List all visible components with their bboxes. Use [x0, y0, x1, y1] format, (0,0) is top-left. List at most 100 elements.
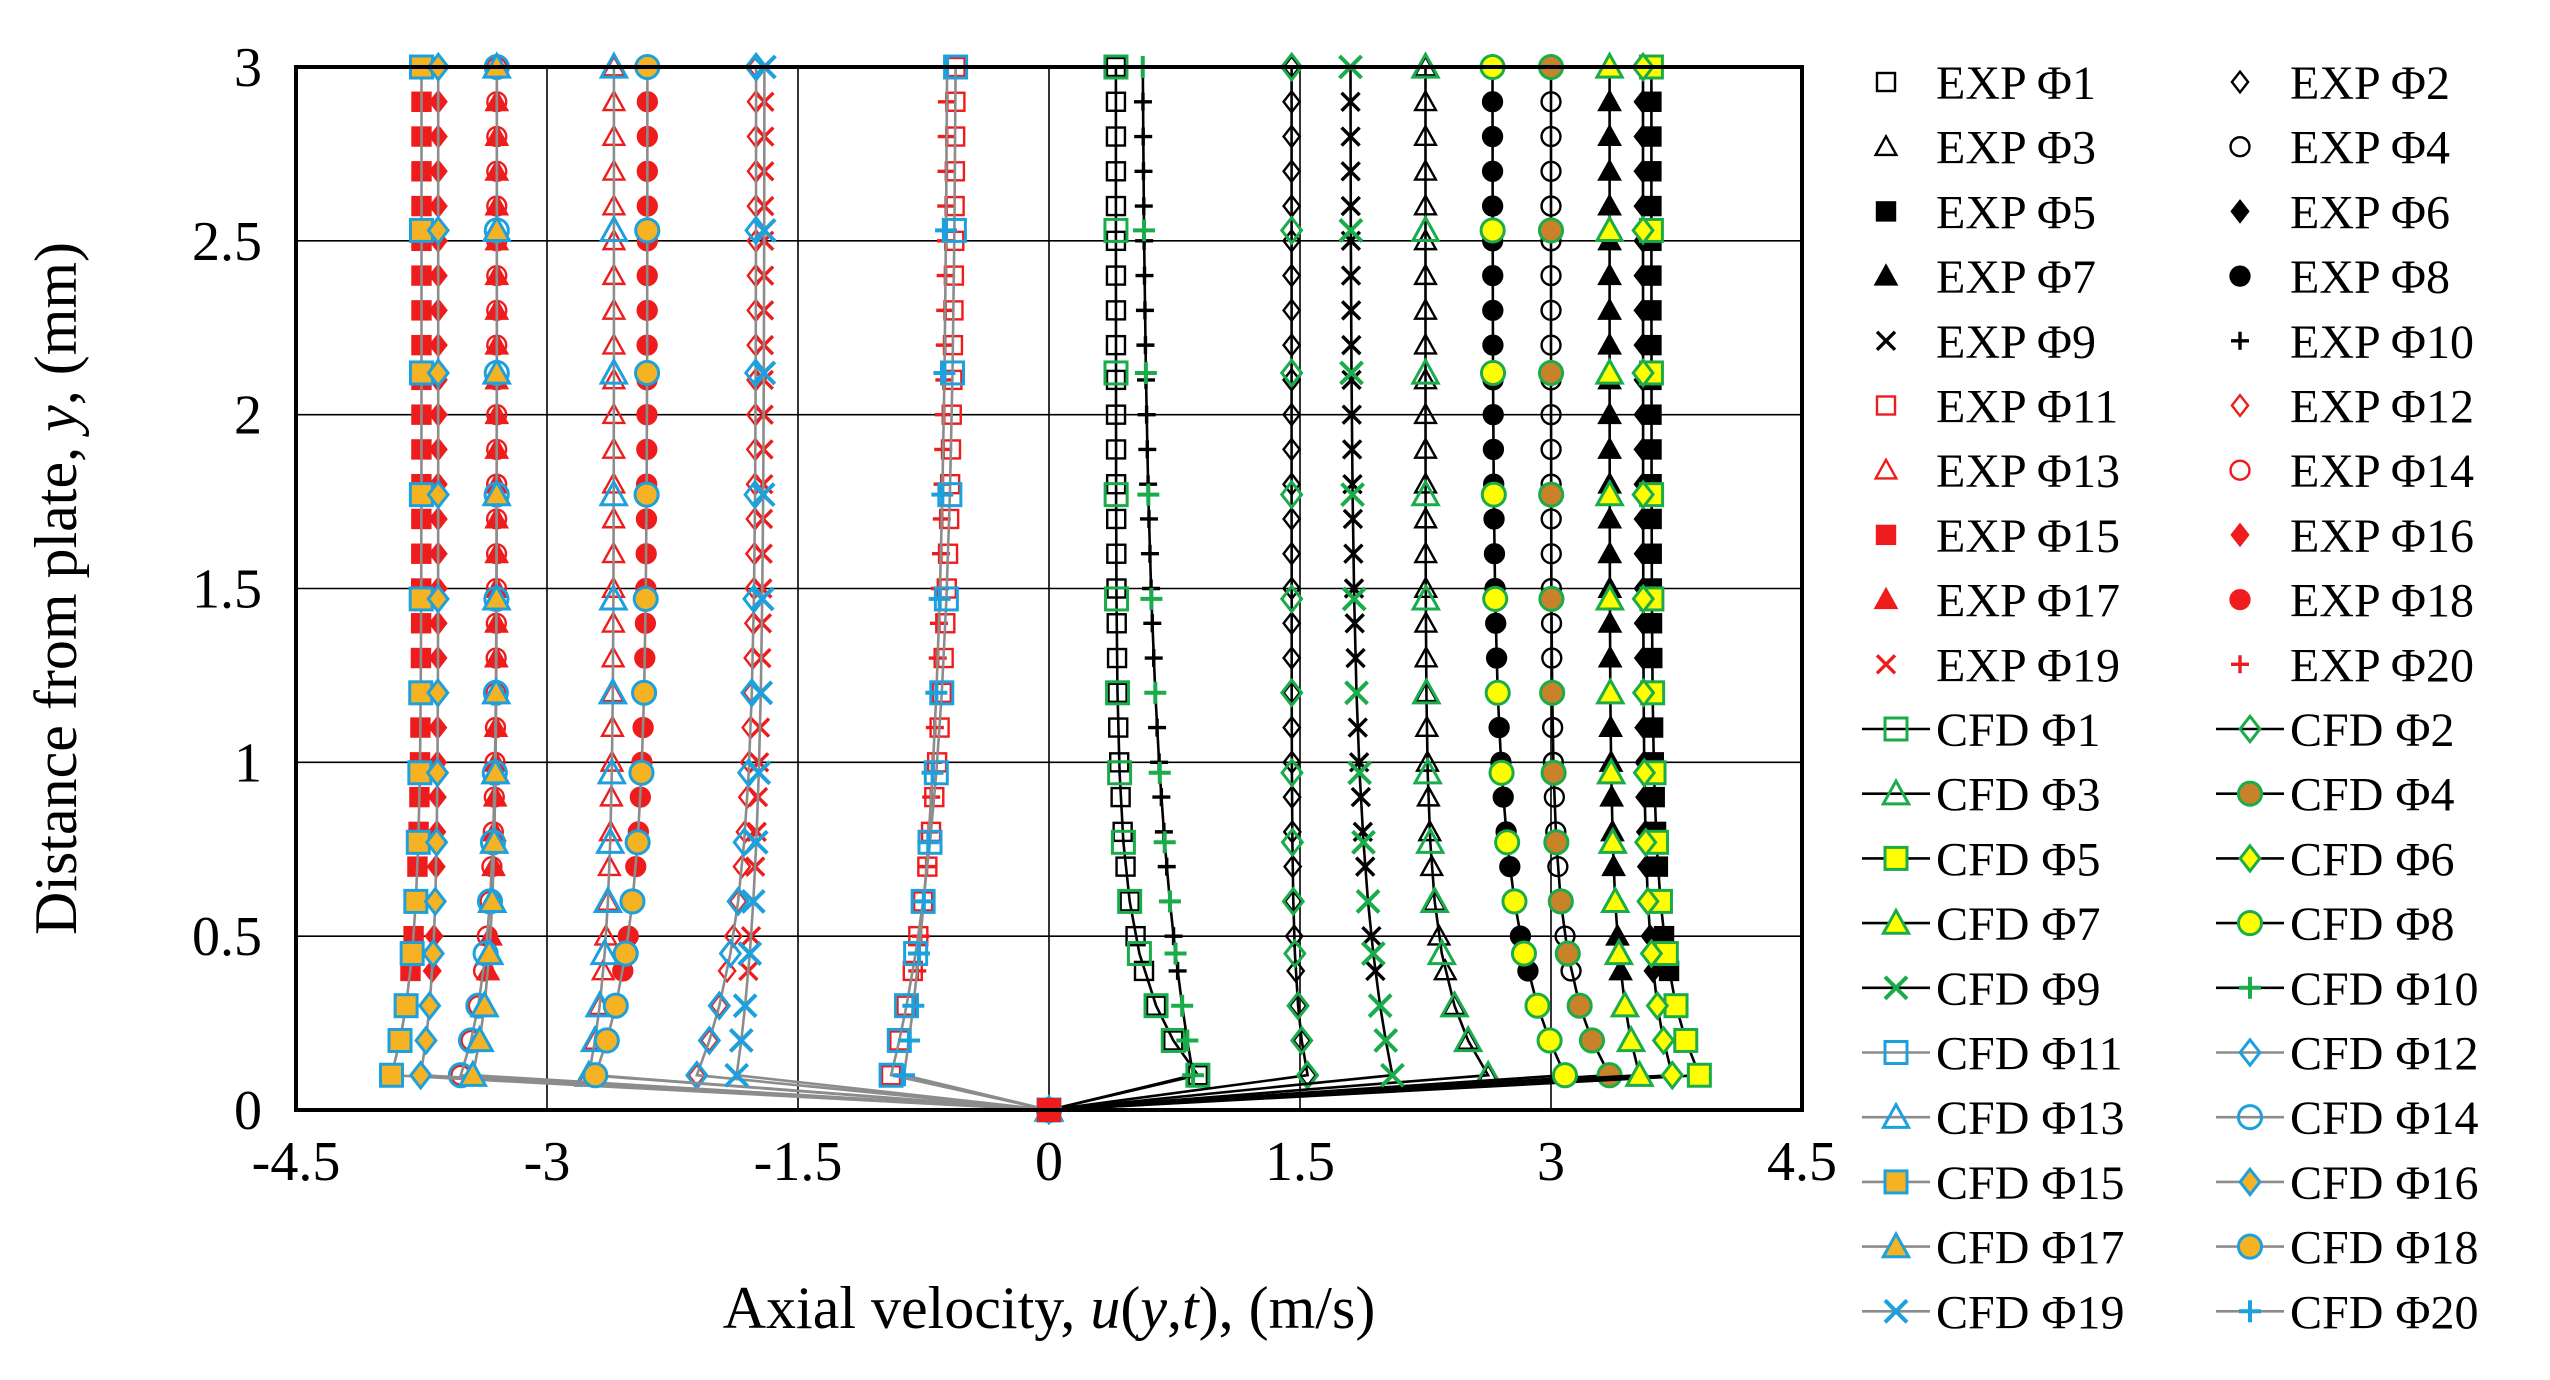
legend-entry: EXP Φ16 [2230, 510, 2474, 563]
data-point [1539, 679, 1566, 706]
data-point [1596, 757, 1627, 785]
data-point [1148, 761, 1171, 784]
legend-marker [1873, 586, 1899, 610]
data-point [417, 990, 442, 1021]
data-point [1538, 585, 1565, 612]
legend-marker [1875, 654, 1897, 675]
legend-marker [1873, 263, 1899, 286]
data-point [1286, 990, 1310, 1021]
legend-label: CFD Φ13 [1936, 1092, 2124, 1145]
legend-marker [1880, 1230, 1912, 1259]
y-tick-label: 2 [234, 385, 262, 447]
data-point [737, 941, 763, 966]
data-point [1153, 831, 1176, 854]
data-point [751, 217, 777, 243]
series-cfd-phi9 [1036, 54, 1405, 1123]
data-point [598, 583, 629, 611]
data-point [1340, 482, 1365, 508]
legend-label: CFD Φ14 [2290, 1092, 2478, 1145]
x-tick-label: 0 [1035, 1131, 1063, 1193]
data-point [1347, 760, 1373, 786]
y-tick-label: 0 [234, 1080, 262, 1142]
data-point [1603, 937, 1635, 966]
legend-marker [2230, 393, 2250, 418]
data-point [1145, 995, 1167, 1016]
legend-label: EXP Φ13 [1936, 445, 2120, 498]
data-point [628, 759, 655, 786]
data-point [1144, 681, 1167, 704]
data-point [481, 214, 512, 243]
data-point [1510, 940, 1538, 967]
legend-entry: CFD Φ15 [1862, 1157, 2124, 1210]
data-point [1484, 679, 1511, 706]
legend-entry: EXP Φ13 [1873, 445, 2120, 498]
data-point [740, 888, 766, 914]
data-point [1105, 680, 1131, 706]
data-point [1279, 677, 1304, 708]
data-point [593, 1027, 620, 1054]
legend-marker [2231, 655, 2249, 674]
data-point [477, 885, 508, 914]
legend-entry: EXP Φ18 [2229, 575, 2474, 628]
data-point [480, 757, 511, 785]
data-point [750, 482, 776, 508]
legend-entry: CFD Φ14 [2216, 1092, 2478, 1145]
data-point [480, 677, 512, 705]
legend-entry: EXP Φ10 [2231, 316, 2474, 369]
legend-label: CFD Φ2 [2290, 704, 2454, 757]
series-exp-phi13 [576, 54, 627, 1085]
data-point [751, 360, 777, 386]
data-point [1373, 1028, 1399, 1053]
data-point [1660, 1060, 1685, 1091]
data-point [1289, 1025, 1314, 1056]
data-point [393, 993, 419, 1019]
data-point [1686, 1062, 1712, 1088]
legend-entry: CFD Φ4 [2216, 769, 2454, 822]
data-point [921, 761, 944, 784]
data-point [1410, 214, 1441, 243]
data-point [1597, 826, 1628, 854]
legend-label: EXP Φ10 [2290, 316, 2474, 369]
legend-label: EXP Φ14 [2290, 445, 2474, 498]
legend-entry: CFD Φ3 [1862, 769, 2100, 822]
legend-label: EXP Φ18 [2290, 575, 2474, 628]
data-point [1410, 478, 1441, 507]
data-point [387, 1027, 413, 1053]
legend-label: CFD Φ20 [2290, 1286, 2478, 1339]
data-point [1279, 357, 1304, 389]
legend-label: CFD Φ4 [2290, 769, 2454, 822]
legend-entry: CFD Φ20 [2216, 1286, 2478, 1339]
data-point [597, 677, 629, 705]
legend-label: EXP Φ15 [1936, 510, 2120, 563]
legend-marker [2236, 1233, 2264, 1260]
legend-label: CFD Φ8 [2290, 898, 2454, 951]
data-point [732, 854, 752, 879]
legend-entry: EXP Φ9 [1875, 316, 2096, 369]
series-cfd-phi12 [685, 51, 1061, 1126]
data-point [425, 757, 450, 788]
legend-label: CFD Φ18 [2290, 1222, 2478, 1275]
data-point [631, 679, 658, 706]
data-point [1419, 885, 1450, 914]
data-point [1103, 217, 1129, 243]
data-point [748, 680, 774, 706]
x-tick-label: 3 [1537, 1131, 1565, 1193]
series-line [735, 66, 1050, 1112]
data-point [1482, 585, 1509, 612]
data-point [1410, 583, 1442, 611]
legend-label: EXP Φ16 [2290, 510, 2474, 563]
legend-label: CFD Φ15 [1936, 1157, 2124, 1210]
legend-marker [2229, 459, 2251, 481]
data-point [1594, 357, 1625, 385]
data-point [633, 481, 660, 508]
legend-label: EXP Φ6 [2290, 186, 2450, 239]
legend-marker [2238, 843, 2262, 874]
data-point [479, 826, 510, 854]
legend-entry: EXP Φ17 [1873, 575, 2120, 628]
legend-label: CFD Φ5 [1936, 833, 2100, 886]
legend-marker [1880, 1101, 1912, 1129]
data-point [697, 1025, 722, 1056]
data-point [1524, 992, 1551, 1019]
legend-marker [1875, 330, 1897, 352]
